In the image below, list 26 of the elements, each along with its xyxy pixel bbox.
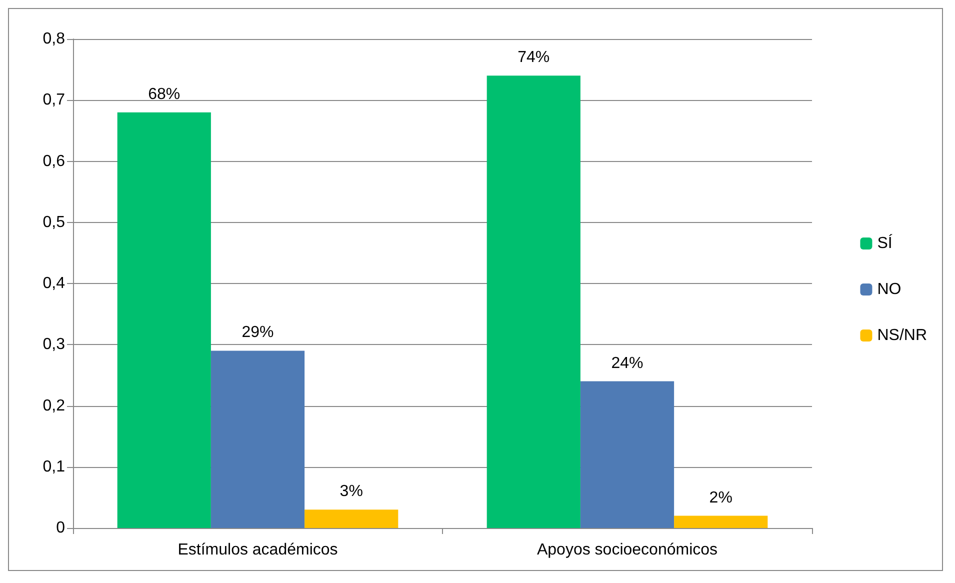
bar bbox=[580, 381, 674, 528]
y-tick-label: 0,5 bbox=[42, 214, 66, 231]
bar bbox=[117, 112, 211, 528]
data-label: 3% bbox=[340, 483, 363, 500]
bar bbox=[674, 516, 768, 528]
y-tick-label: 0,8 bbox=[42, 30, 66, 48]
y-tick-label: 0,7 bbox=[42, 92, 66, 109]
data-label: 2% bbox=[709, 489, 732, 506]
bar bbox=[304, 510, 398, 528]
y-tick-label: 0 bbox=[56, 520, 66, 536]
x-tick-label: Estímulos académicos bbox=[178, 542, 338, 558]
bar bbox=[210, 350, 305, 528]
y-tick-label: 0,2 bbox=[42, 397, 66, 414]
y-tick-label: 0,4 bbox=[42, 275, 66, 292]
legend-label: NO bbox=[877, 281, 902, 298]
x-tick-label: Apoyos socioeconómicos bbox=[536, 542, 718, 558]
y-tick-label: 0,6 bbox=[42, 152, 66, 170]
legend-label: SÍ bbox=[877, 234, 893, 252]
data-label: 24% bbox=[611, 354, 644, 372]
legend-label: NS/NR bbox=[877, 327, 927, 344]
bar bbox=[486, 76, 580, 528]
data-label: 68% bbox=[148, 86, 180, 103]
y-tick-label: 0,1 bbox=[42, 458, 66, 476]
y-tick-label: 0,3 bbox=[42, 336, 66, 354]
data-label: 74% bbox=[518, 49, 550, 66]
data-label: 29% bbox=[242, 324, 274, 342]
